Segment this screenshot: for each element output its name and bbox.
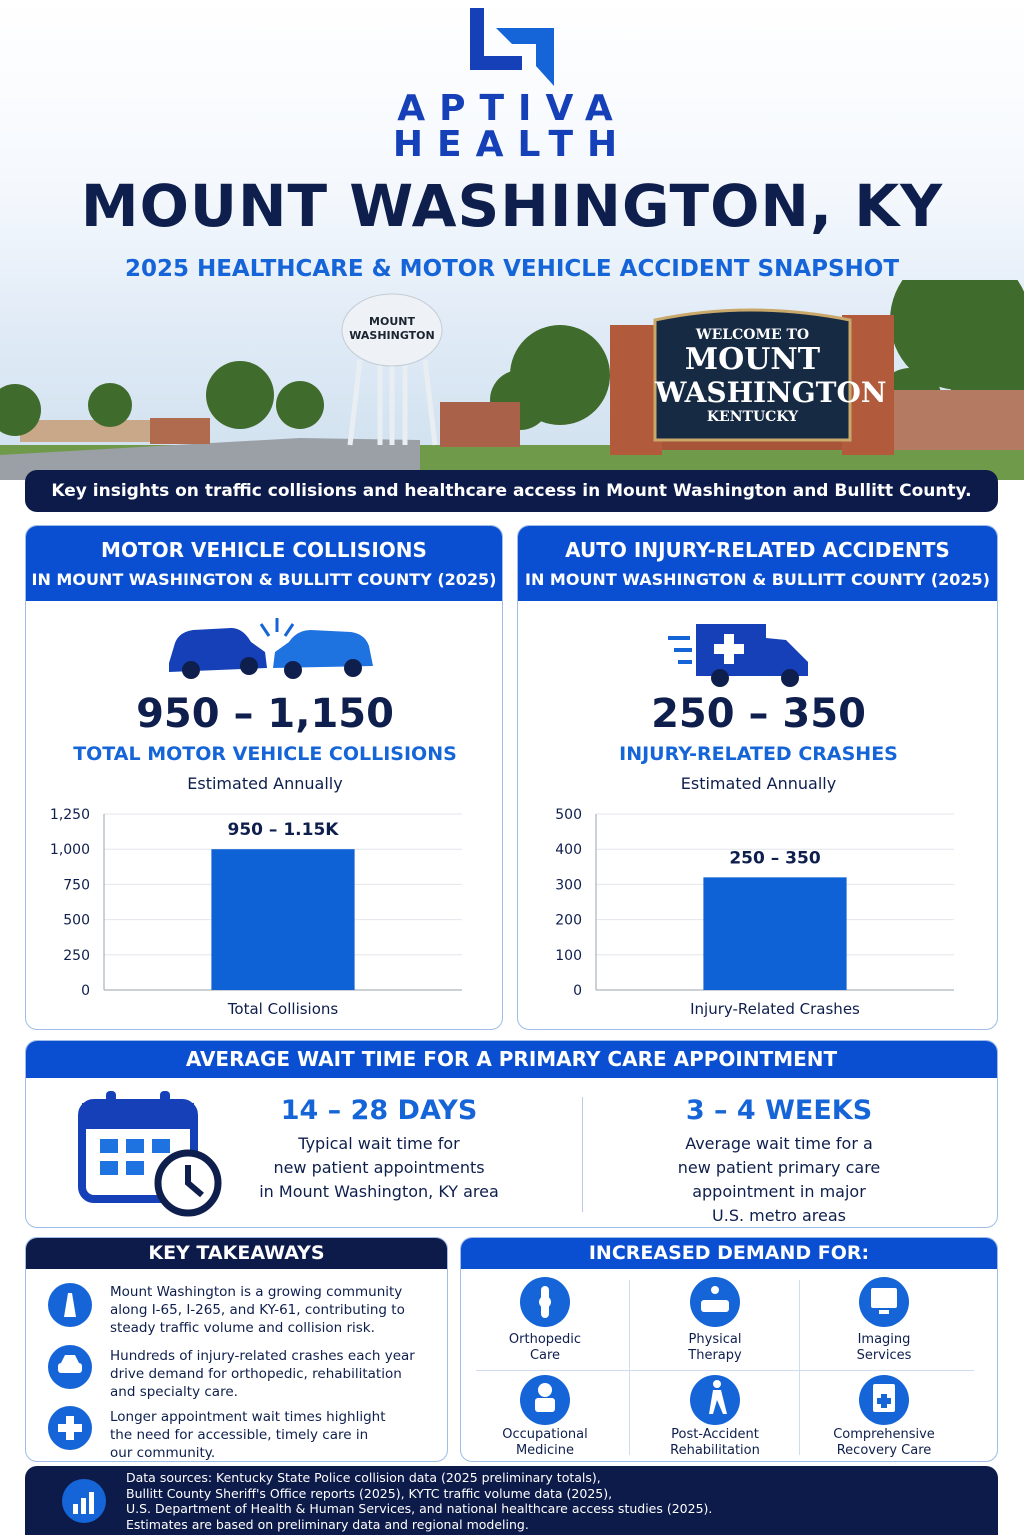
logo-text: APTIVA (397, 88, 627, 129)
demand-label: Therapy (688, 1348, 742, 1363)
y-tick-label: 300 (555, 877, 582, 893)
y-tick-label: 500 (555, 807, 582, 823)
sources-bar: Data sources: Kentucky State Police coll… (25, 1466, 998, 1535)
wait-text: Average wait time for a (685, 1134, 873, 1153)
x-tick-label: Injury-Related Crashes (690, 1000, 860, 1018)
demand-label: Medicine (515, 1443, 575, 1458)
source-text: Data sources: Kentucky State Police coll… (126, 1470, 601, 1485)
sign-text: WASHINGTON (655, 376, 887, 409)
calendar-icon (78, 1091, 222, 1217)
y-tick-label: 0 (573, 983, 582, 999)
demand-panel: INCREASED DEMAND FOR: Orthopedic Care Phy… (460, 1237, 998, 1462)
demand-label: Orthopedic (508, 1332, 582, 1347)
takeaway-text: Longer appointment wait times highlight (110, 1409, 386, 1425)
demand-label: Imaging (857, 1332, 911, 1347)
logo-mark (470, 8, 554, 86)
panel-title: AUTO INJURY-RELATED ACCIDENTS (565, 538, 950, 562)
range-value: 250 – 350 (651, 691, 866, 737)
value-label: 950 – 1.15K (228, 820, 340, 840)
collisions-chart: 0 250 500 750 1,000 1,250 Total Collisions 950 … (50, 807, 462, 1018)
panel-title: MOTOR VEHICLE COLLISIONS (101, 538, 427, 562)
demand-label: Care (529, 1348, 561, 1363)
y-tick-label: 200 (555, 913, 582, 929)
value-label: 250 – 350 (729, 848, 820, 868)
demand-label: Services (856, 1348, 912, 1363)
range-label: TOTAL MOTOR VEHICLE COLLISIONS (73, 743, 457, 765)
range-value: 950 – 1,150 (136, 691, 394, 737)
y-tick-label: 1,250 (50, 807, 90, 823)
demand-label: Physical (688, 1332, 742, 1347)
range-note: Estimated Annually (680, 774, 837, 793)
ambulance-icon (668, 624, 808, 687)
takeaway-text: Mount Washington is a growing community (110, 1284, 403, 1300)
sources-icon (62, 1479, 106, 1523)
source-text: Bullitt County Sheriff's Office reports … (126, 1485, 613, 1501)
sign-text: KENTUCKY (706, 409, 799, 425)
page-title: MOUNT WASHINGTON, KY (80, 172, 944, 240)
demand-icons (520, 1277, 909, 1425)
cars-icon (169, 618, 373, 679)
takeaway-text: and specialty care. (110, 1384, 238, 1400)
y-tick-label: 1,000 (50, 842, 90, 858)
y-tick-label: 0 (81, 983, 90, 999)
demand-label: Rehabilitation (670, 1443, 760, 1458)
takeaway-icons (48, 1283, 92, 1450)
tower-text: WASHINGTON (349, 329, 435, 342)
wait-text: new patient appointments (273, 1158, 485, 1177)
wait-value: 14 – 28 DAYS (280, 1095, 478, 1126)
sign-text: WELCOME TO (695, 327, 810, 343)
section-title: KEY TAKEAWAYS (26, 1238, 447, 1269)
takeaway-text: Hundreds of injury-related crashes each … (110, 1348, 415, 1364)
sign-text: MOUNT (684, 342, 821, 377)
wait-text: appointment in major (692, 1182, 866, 1201)
wait-value: 3 – 4 WEEKS (685, 1095, 873, 1126)
y-tick-label: 250 (63, 948, 90, 964)
y-tick-label: 500 (63, 913, 90, 929)
takeaway-text: the need for accessible, timely care in (110, 1427, 369, 1443)
source-text: Estimates are based on preliminary data … (126, 1516, 529, 1532)
takeaway-text: along I-65, I-265, and KY-61, contributi… (110, 1302, 405, 1318)
section-title: AVERAGE WAIT TIME FOR A PRIMARY CARE APP… (26, 1041, 997, 1078)
y-tick-label: 400 (555, 842, 582, 858)
town-scene (0, 280, 1024, 480)
demand-label: Comprehensive (833, 1427, 935, 1442)
takeaway-text: steady traffic volume and collision risk… (110, 1320, 375, 1336)
panel-title: IN MOUNT WASHINGTON & BULLITT COUNTY (20… (525, 570, 990, 589)
range-note: Estimated Annually (187, 774, 343, 793)
page-subtitle: 2025 HEALTHCARE & MOTOR VEHICLE ACCIDENT… (124, 256, 900, 282)
demand-label: Recovery Care (836, 1443, 932, 1458)
wait-text: in Mount Washington, KY area (259, 1182, 499, 1201)
x-tick-label: Total Collisions (227, 1000, 339, 1018)
takeaway-text: drive demand for orthopedic, rehabilitat… (110, 1366, 402, 1382)
panel-title: IN MOUNT WASHINGTON & BULLITT COUNTY (20… (31, 570, 497, 589)
injury-panel: AUTO INJURY-RELATED ACCIDENTS IN MOUNT W… (517, 525, 998, 1030)
range-label: INJURY-RELATED CRASHES (619, 743, 898, 765)
injury-chart: 0 100 200 300 400 500 Injury-Related Crashes 25… (555, 807, 954, 1018)
banner: Key insights on traffic collisions and h… (25, 470, 998, 512)
wait-panel: AVERAGE WAIT TIME FOR A PRIMARY CARE APP… (25, 1040, 998, 1228)
logo-text: HEALTH (392, 124, 632, 165)
demand-label: Occupational (502, 1427, 588, 1442)
demand-label: Post-Accident (671, 1427, 759, 1442)
takeaways-panel: KEY TAKEAWAYS Mount Washington is a grow… (25, 1237, 448, 1462)
y-tick-label: 100 (555, 948, 582, 964)
section-title: INCREASED DEMAND FOR: (461, 1238, 997, 1269)
wait-text: U.S. metro areas (712, 1206, 846, 1225)
source-text: U.S. Department of Health & Human Servic… (126, 1501, 713, 1516)
bar (211, 849, 355, 990)
wait-text: Typical wait time for (298, 1134, 460, 1153)
takeaway-text: our community. (110, 1445, 216, 1461)
wait-text: new patient primary care (677, 1158, 881, 1177)
tower-text: MOUNT (369, 315, 415, 328)
bar (703, 877, 847, 990)
y-tick-label: 750 (63, 877, 90, 893)
